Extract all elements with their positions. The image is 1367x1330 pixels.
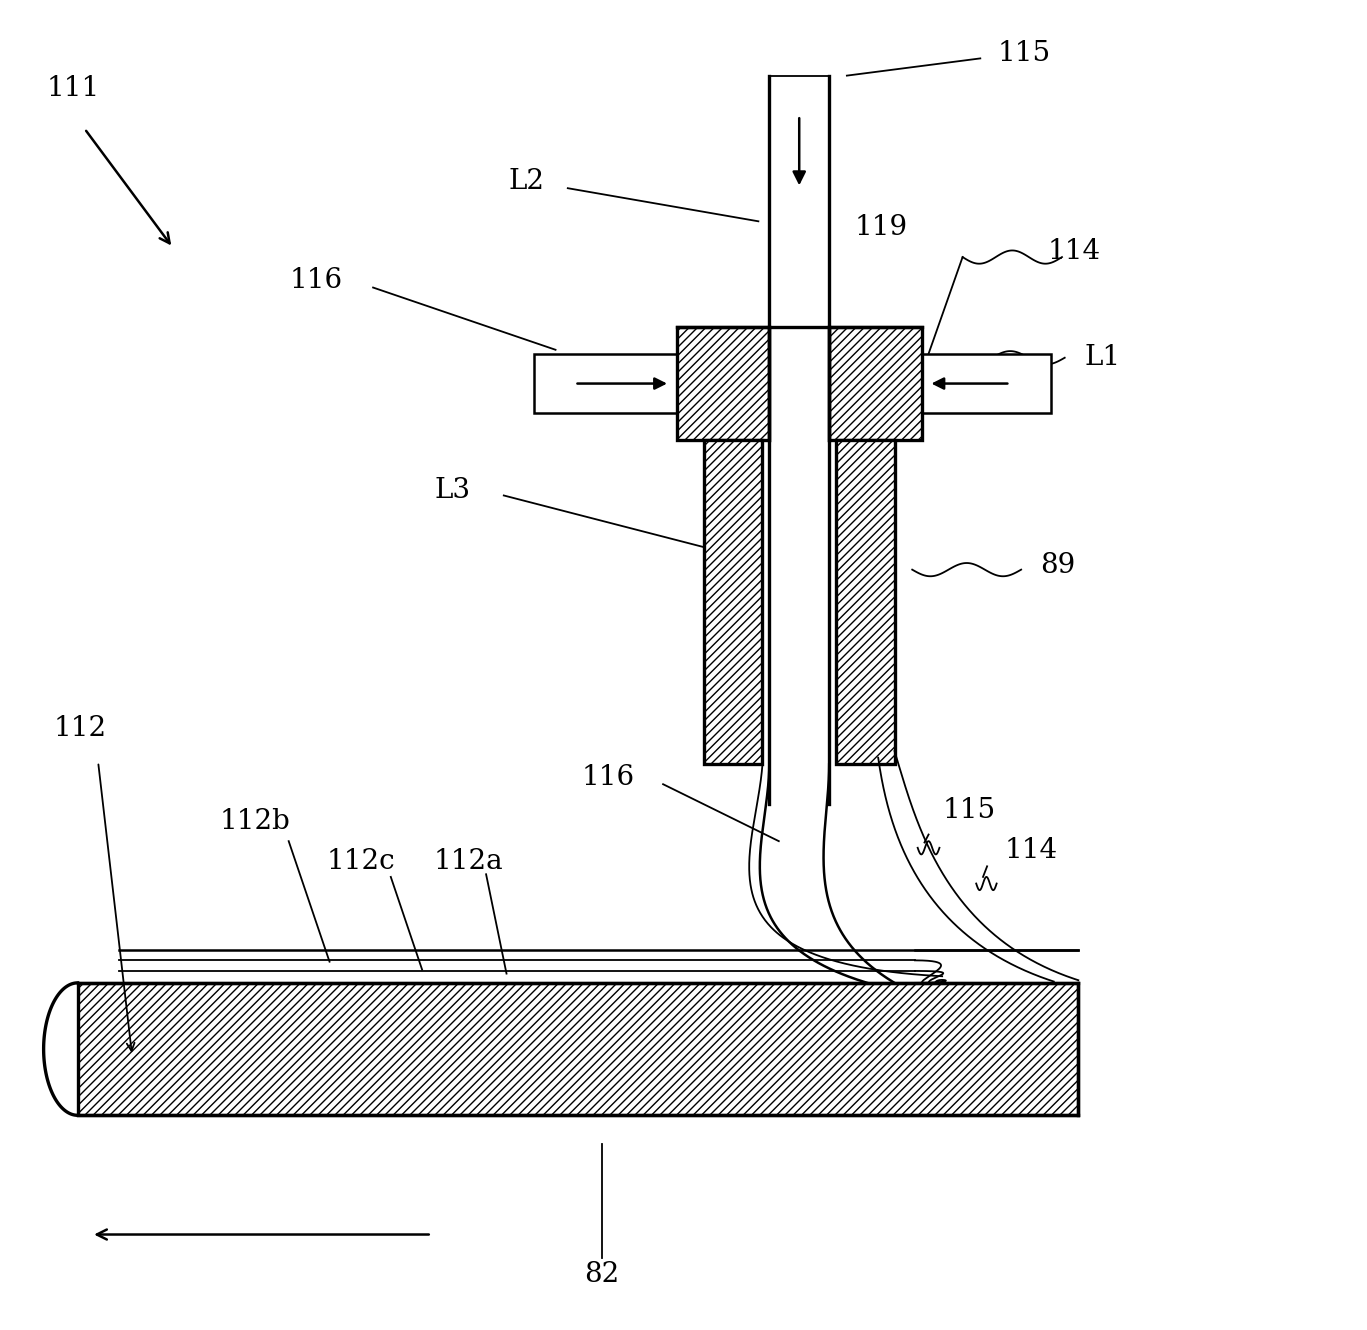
Text: L2: L2 bbox=[509, 168, 545, 196]
Polygon shape bbox=[677, 327, 770, 440]
Text: 115: 115 bbox=[998, 40, 1050, 66]
Polygon shape bbox=[837, 440, 894, 765]
Text: 82: 82 bbox=[584, 1261, 619, 1287]
Text: 116: 116 bbox=[290, 267, 343, 294]
Polygon shape bbox=[704, 440, 763, 765]
Polygon shape bbox=[921, 354, 1051, 412]
Text: 115: 115 bbox=[943, 797, 997, 825]
Polygon shape bbox=[533, 354, 677, 412]
Text: 114: 114 bbox=[1005, 837, 1057, 865]
Polygon shape bbox=[78, 983, 1079, 1116]
Text: L3: L3 bbox=[435, 476, 470, 504]
Text: 112c: 112c bbox=[327, 847, 395, 875]
Polygon shape bbox=[830, 327, 921, 440]
Text: L1: L1 bbox=[1085, 344, 1121, 371]
Text: 112: 112 bbox=[53, 716, 107, 742]
Text: 116: 116 bbox=[582, 763, 636, 791]
Text: 114: 114 bbox=[1047, 238, 1100, 265]
Text: 119: 119 bbox=[854, 214, 908, 242]
Text: 112a: 112a bbox=[433, 847, 503, 875]
Text: 112b: 112b bbox=[219, 807, 290, 835]
Text: 111: 111 bbox=[46, 76, 100, 102]
Text: 89: 89 bbox=[1040, 552, 1076, 579]
